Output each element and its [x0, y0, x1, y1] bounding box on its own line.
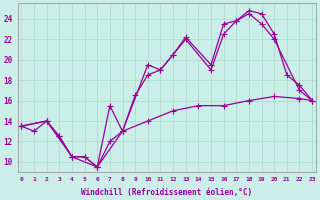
X-axis label: Windchill (Refroidissement éolien,°C): Windchill (Refroidissement éolien,°C) — [81, 188, 252, 197]
